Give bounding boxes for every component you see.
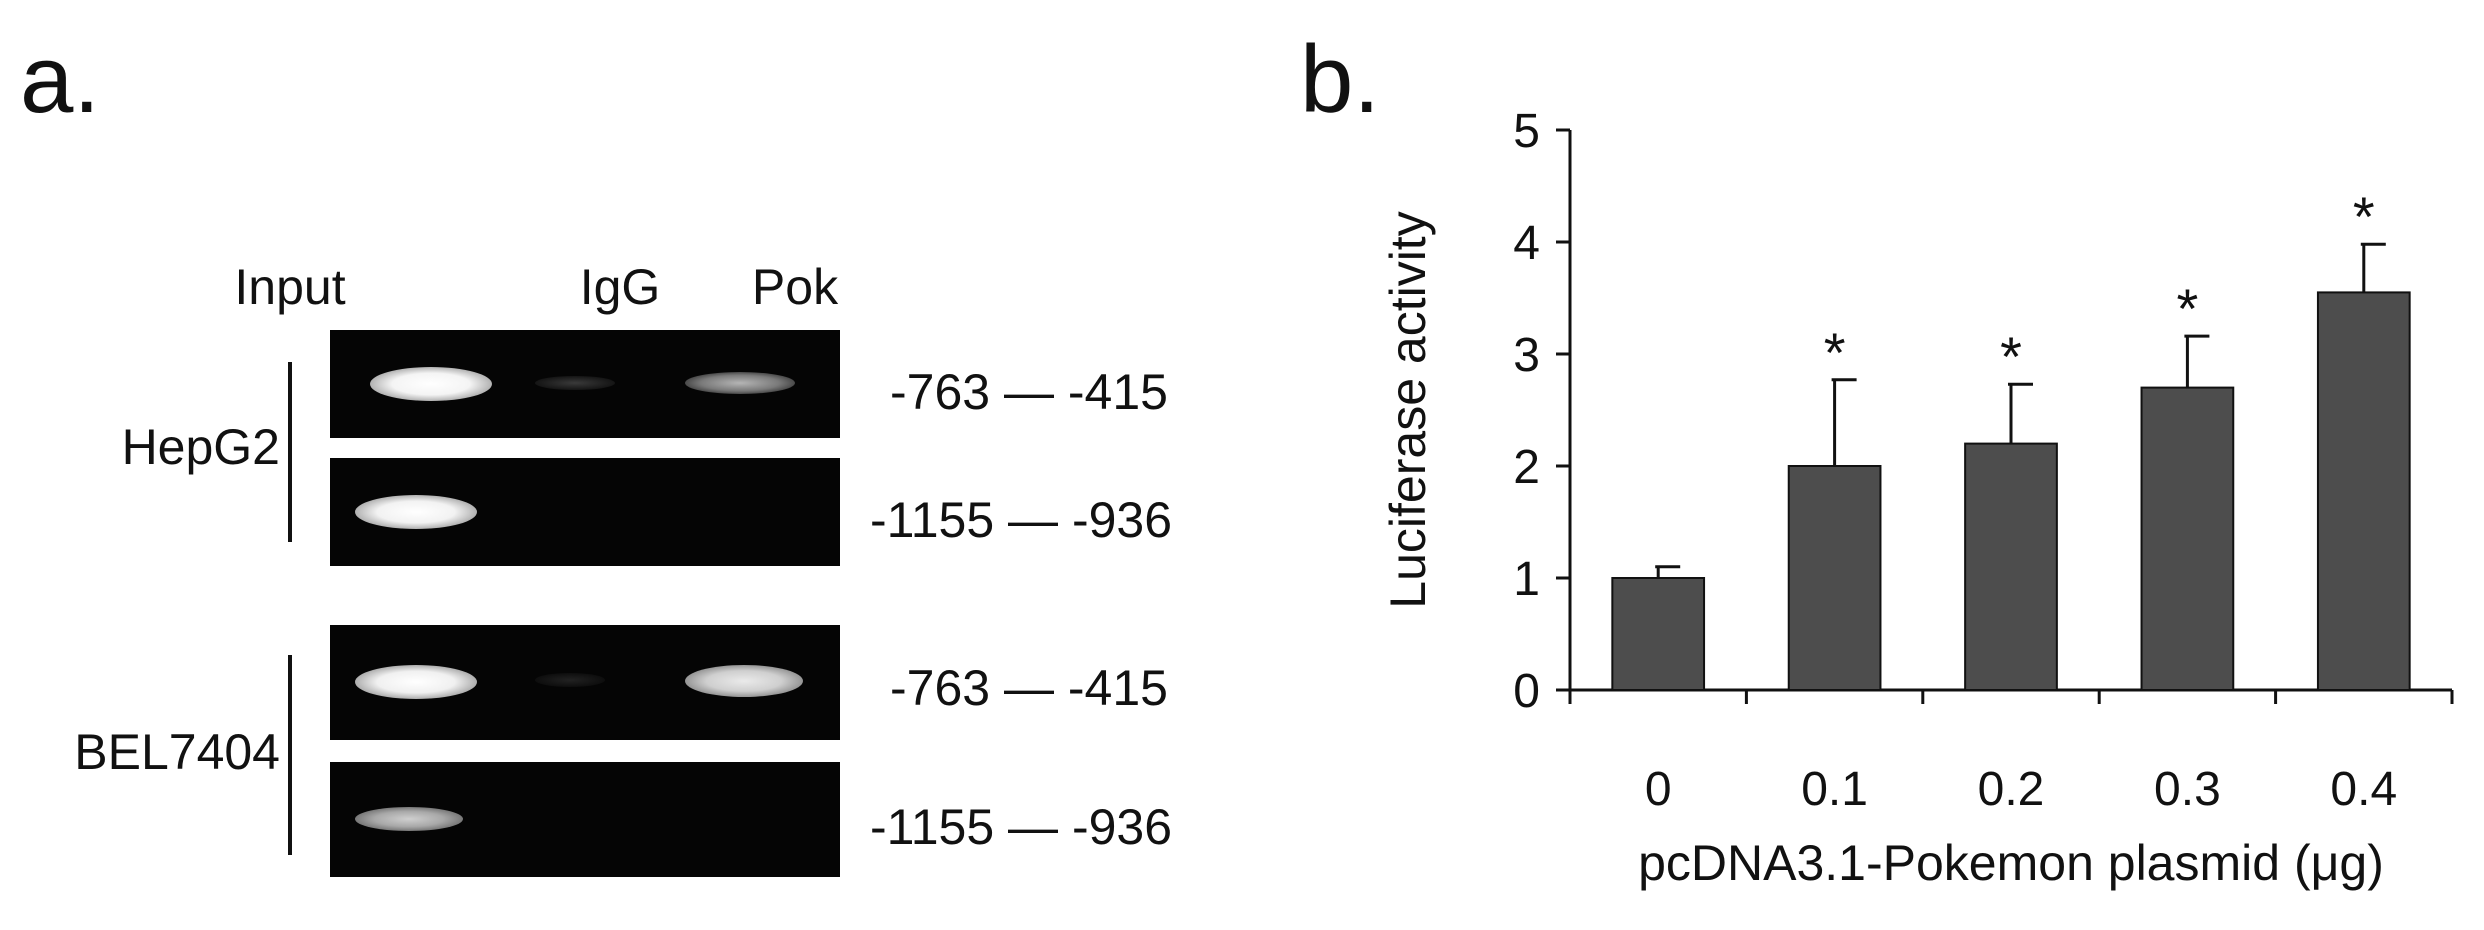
y-tick-label: 5 [1513, 105, 1540, 158]
gel-bel7404-row2 [330, 762, 840, 877]
bar [1787, 465, 1882, 691]
x-tick-label: 0.1 [1801, 763, 1868, 816]
y-axis-label: Luciferase activity [1380, 211, 1436, 608]
panel-b-label: b. [1300, 26, 1381, 133]
significance-marker: * [2353, 185, 2375, 248]
gel-band [535, 376, 615, 390]
gel-band [355, 807, 463, 831]
region-label-bel7404-row2: -1155 — -936 [870, 799, 1173, 855]
y-tick-label: 2 [1513, 441, 1540, 494]
x-tick-label: 0.2 [1978, 763, 2045, 816]
gel-band [355, 665, 477, 699]
significance-marker: * [2000, 325, 2022, 388]
x-axis-label: pcDNA3.1-Pokemon plasmid (μg) [1638, 835, 2384, 891]
bar [2316, 291, 2411, 691]
lane-header-pok: Pok [751, 259, 839, 315]
bel7404-bracket [288, 655, 292, 855]
bar [1964, 442, 2058, 691]
gel-band [685, 372, 795, 394]
bar [2140, 386, 2235, 691]
bar [1611, 577, 1706, 691]
significance-marker: * [2177, 277, 2199, 340]
gel-band [685, 665, 803, 697]
gel-band [535, 673, 605, 687]
gel-band [370, 367, 492, 401]
region-label-hepg2-row1: -763 — -415 [890, 364, 1168, 420]
y-tick-label: 3 [1513, 329, 1540, 382]
bar-chart: Luciferase activity pcDNA3.1-Pokemon pla… [1380, 105, 2454, 891]
y-tick-label: 4 [1513, 217, 1540, 270]
group-label-bel7404: BEL7404 [74, 724, 280, 780]
significance-marker: * [1824, 321, 1846, 384]
y-tick-label: 0 [1513, 665, 1540, 718]
gel-bel7404-row1 [330, 625, 840, 740]
lane-header-input: Input [234, 259, 346, 315]
y-tick-label: 1 [1513, 553, 1540, 606]
group-label-hepg2: HepG2 [121, 419, 280, 475]
lane-header-igg: IgG [579, 259, 661, 315]
panel-a-label: a. [20, 26, 101, 133]
x-tick-label: 0.3 [2154, 763, 2221, 816]
region-label-bel7404-row1: -763 — -415 [890, 660, 1168, 716]
x-tick-label: 0 [1645, 763, 1672, 816]
region-label-hepg2-row2: -1155 — -936 [870, 492, 1173, 548]
gel-band [355, 495, 477, 529]
hepg2-bracket [288, 362, 292, 542]
gel-hepg2-row2 [330, 458, 840, 566]
gel-hepg2-row1 [330, 330, 840, 438]
x-tick-label: 0.4 [2330, 763, 2397, 816]
